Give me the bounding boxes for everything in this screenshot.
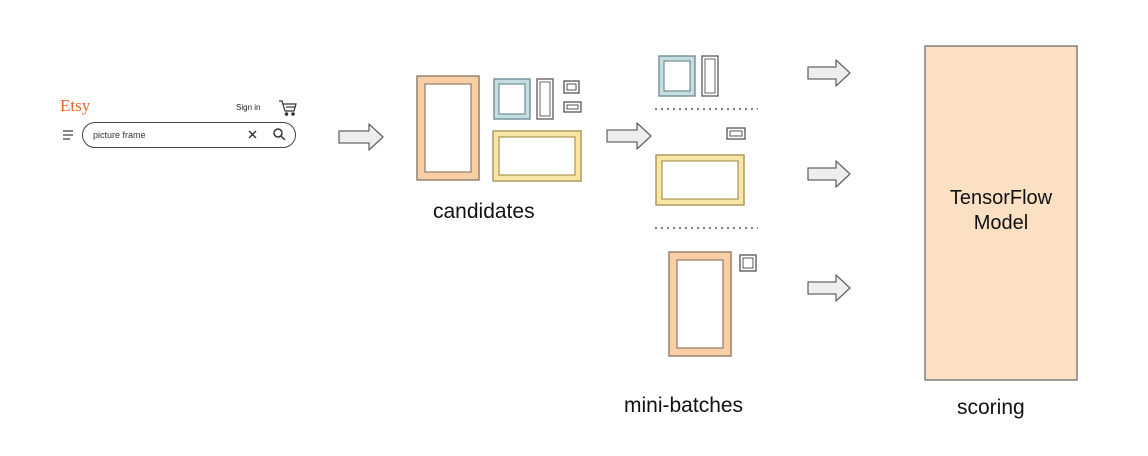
flow-arrow — [807, 274, 851, 302]
menu-icon — [63, 130, 73, 140]
candidates-label: candidates — [433, 200, 535, 223]
scoring-label: scoring — [957, 396, 1025, 419]
mini-batches-label: mini-batches — [624, 394, 744, 417]
search-input[interactable]: picture frame — [82, 122, 296, 148]
etsy-logo[interactable]: Etsy — [60, 96, 91, 115]
flow-arrow — [606, 122, 652, 150]
cart-icon — [279, 100, 297, 116]
flow-arrow — [338, 123, 384, 151]
model-label-line2: Model — [973, 212, 1029, 234]
tensorflow-model-box — [924, 45, 1078, 381]
flow-arrow — [807, 59, 851, 87]
candidates-group — [416, 75, 582, 182]
model-label-line1: TensorFlow — [949, 187, 1053, 209]
signin-link[interactable]: Sign in — [236, 103, 261, 112]
mini-batches-group — [655, 55, 758, 357]
model-label: TensorFlow Model — [926, 186, 1076, 236]
flow-arrow — [807, 160, 851, 188]
search-input-value: picture frame — [93, 130, 146, 140]
close-icon — [248, 130, 257, 139]
